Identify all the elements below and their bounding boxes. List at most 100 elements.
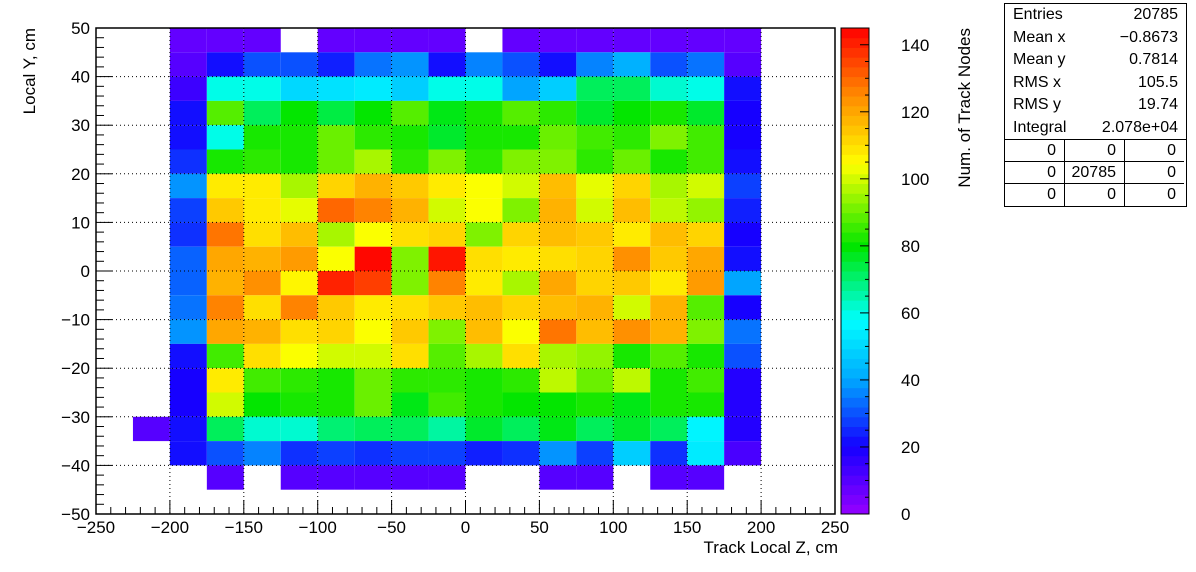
- y-tick-label: 0: [81, 262, 90, 281]
- heatmap-cell: [687, 100, 725, 126]
- heatmap-cell: [206, 416, 244, 442]
- color-scale-segment: [841, 37, 869, 48]
- x-tick-label: −150: [225, 518, 263, 537]
- y-tick-label: −20: [61, 359, 90, 378]
- overflow-cell: 0: [1065, 140, 1125, 162]
- heatmap-cell: [465, 76, 503, 101]
- overflow-cell: 0: [1065, 184, 1125, 206]
- heatmap-cell: [687, 28, 725, 53]
- heatmap-cell: [724, 368, 762, 393]
- heatmap-cell: [206, 28, 244, 53]
- color-scale-segment: [841, 251, 869, 262]
- heatmap-cell: [465, 271, 503, 296]
- heatmap-cell: [354, 271, 392, 296]
- color-scale-segment: [841, 164, 869, 175]
- heatmap-cell: [243, 173, 281, 199]
- heatmap-cell: [206, 368, 244, 393]
- heatmap-cell: [317, 76, 355, 101]
- color-scale-segment: [841, 377, 869, 389]
- heatmap-cell: [613, 441, 651, 466]
- heatmap-cell: [539, 271, 577, 296]
- heatmap-cell: [724, 392, 762, 417]
- heatmap-cell: [280, 319, 318, 344]
- x-tick-label: 200: [747, 518, 775, 537]
- heatmap-cell: [391, 416, 429, 442]
- heatmap-cell: [354, 173, 392, 199]
- heatmap-cell: [465, 149, 503, 174]
- heatmap-cell: [502, 416, 540, 442]
- heatmap-cell: [391, 28, 429, 53]
- heatmap-cell: [465, 441, 503, 466]
- heatmap-cell: [391, 392, 429, 417]
- heatmap-cell: [428, 295, 466, 320]
- color-scale-segment: [841, 202, 869, 214]
- heatmap-cell: [169, 441, 207, 466]
- heatmap-cell: [243, 319, 281, 344]
- heatmap-cell: [317, 52, 355, 77]
- color-scale-segment: [841, 144, 869, 155]
- color-scale-segment: [841, 445, 869, 457]
- heatmap-cell: [428, 173, 466, 199]
- heatmap-cell: [465, 52, 503, 77]
- heatmap-cell: [391, 319, 429, 344]
- heatmap-cell: [243, 416, 281, 442]
- heatmap-cell: [502, 392, 540, 417]
- heatmap-cell: [576, 52, 614, 77]
- heatmap-cell: [243, 76, 281, 101]
- heatmap-cell: [502, 149, 540, 174]
- heatmap-cell: [687, 125, 725, 150]
- heatmap-cell: [428, 149, 466, 174]
- color-scale: 0 20 40 60 80 100 120 140: [840, 27, 929, 524]
- color-scale-segment: [841, 115, 869, 126]
- heatmap-cell: [169, 319, 207, 344]
- heatmap-cell: [354, 441, 392, 466]
- heatmap-cell: [650, 343, 688, 369]
- stat-mean-y: Mean y 0.7814: [1005, 49, 1186, 72]
- y-tick-label: 10: [71, 213, 90, 232]
- heatmap-cell: [502, 100, 540, 126]
- heatmap-cell: [169, 368, 207, 393]
- heatmap-cell: [502, 319, 540, 344]
- heatmap-cell: [206, 76, 244, 101]
- color-scale-segment: [841, 96, 869, 107]
- color-scale-segment: [841, 465, 869, 476]
- heatmap-cell: [206, 271, 244, 296]
- color-scale-segment: [841, 134, 869, 146]
- heatmap-cell: [687, 222, 725, 247]
- heatmap-cell: [391, 368, 429, 393]
- heatmap-cell: [650, 198, 688, 223]
- heatmap-cell: [502, 222, 540, 247]
- heatmap-cell: [724, 76, 762, 101]
- heatmap-cell: [280, 173, 318, 199]
- heatmap-cell: [539, 416, 577, 442]
- heatmap-cell: [465, 319, 503, 344]
- color-scale-segment: [841, 47, 869, 58]
- heatmap-cell: [465, 392, 503, 417]
- heatmap-cell: [428, 100, 466, 126]
- heatmap-cell: [391, 52, 429, 77]
- color-scale-tick-label: 80: [901, 237, 920, 256]
- heatmap-cell: [502, 343, 540, 369]
- heatmap-cell: [539, 295, 577, 320]
- heatmap-cell: [206, 343, 244, 369]
- color-scale-segment: [841, 105, 869, 116]
- color-scale-segment: [841, 387, 869, 398]
- heatmap-cell: [206, 465, 244, 490]
- heatmap-cell: [169, 125, 207, 150]
- heatmap-cell: [539, 319, 577, 344]
- heatmap-cell: [576, 392, 614, 417]
- heatmap-cell: [169, 76, 207, 101]
- heatmap-cell: [243, 343, 281, 369]
- heatmap-cell: [354, 76, 392, 101]
- heatmap-cell: [317, 149, 355, 174]
- y-tick-label: 20: [71, 165, 90, 184]
- heatmap-cell: [206, 198, 244, 223]
- heatmap-cell: [391, 100, 429, 126]
- y-tick-label: −40: [61, 456, 90, 475]
- heatmap-cell: [243, 198, 281, 223]
- heatmap-cell: [650, 271, 688, 296]
- heatmap-cell: [354, 198, 392, 223]
- heatmap-cell: [317, 125, 355, 150]
- heatmap-cell: [724, 28, 762, 53]
- heatmap-cell: [576, 271, 614, 296]
